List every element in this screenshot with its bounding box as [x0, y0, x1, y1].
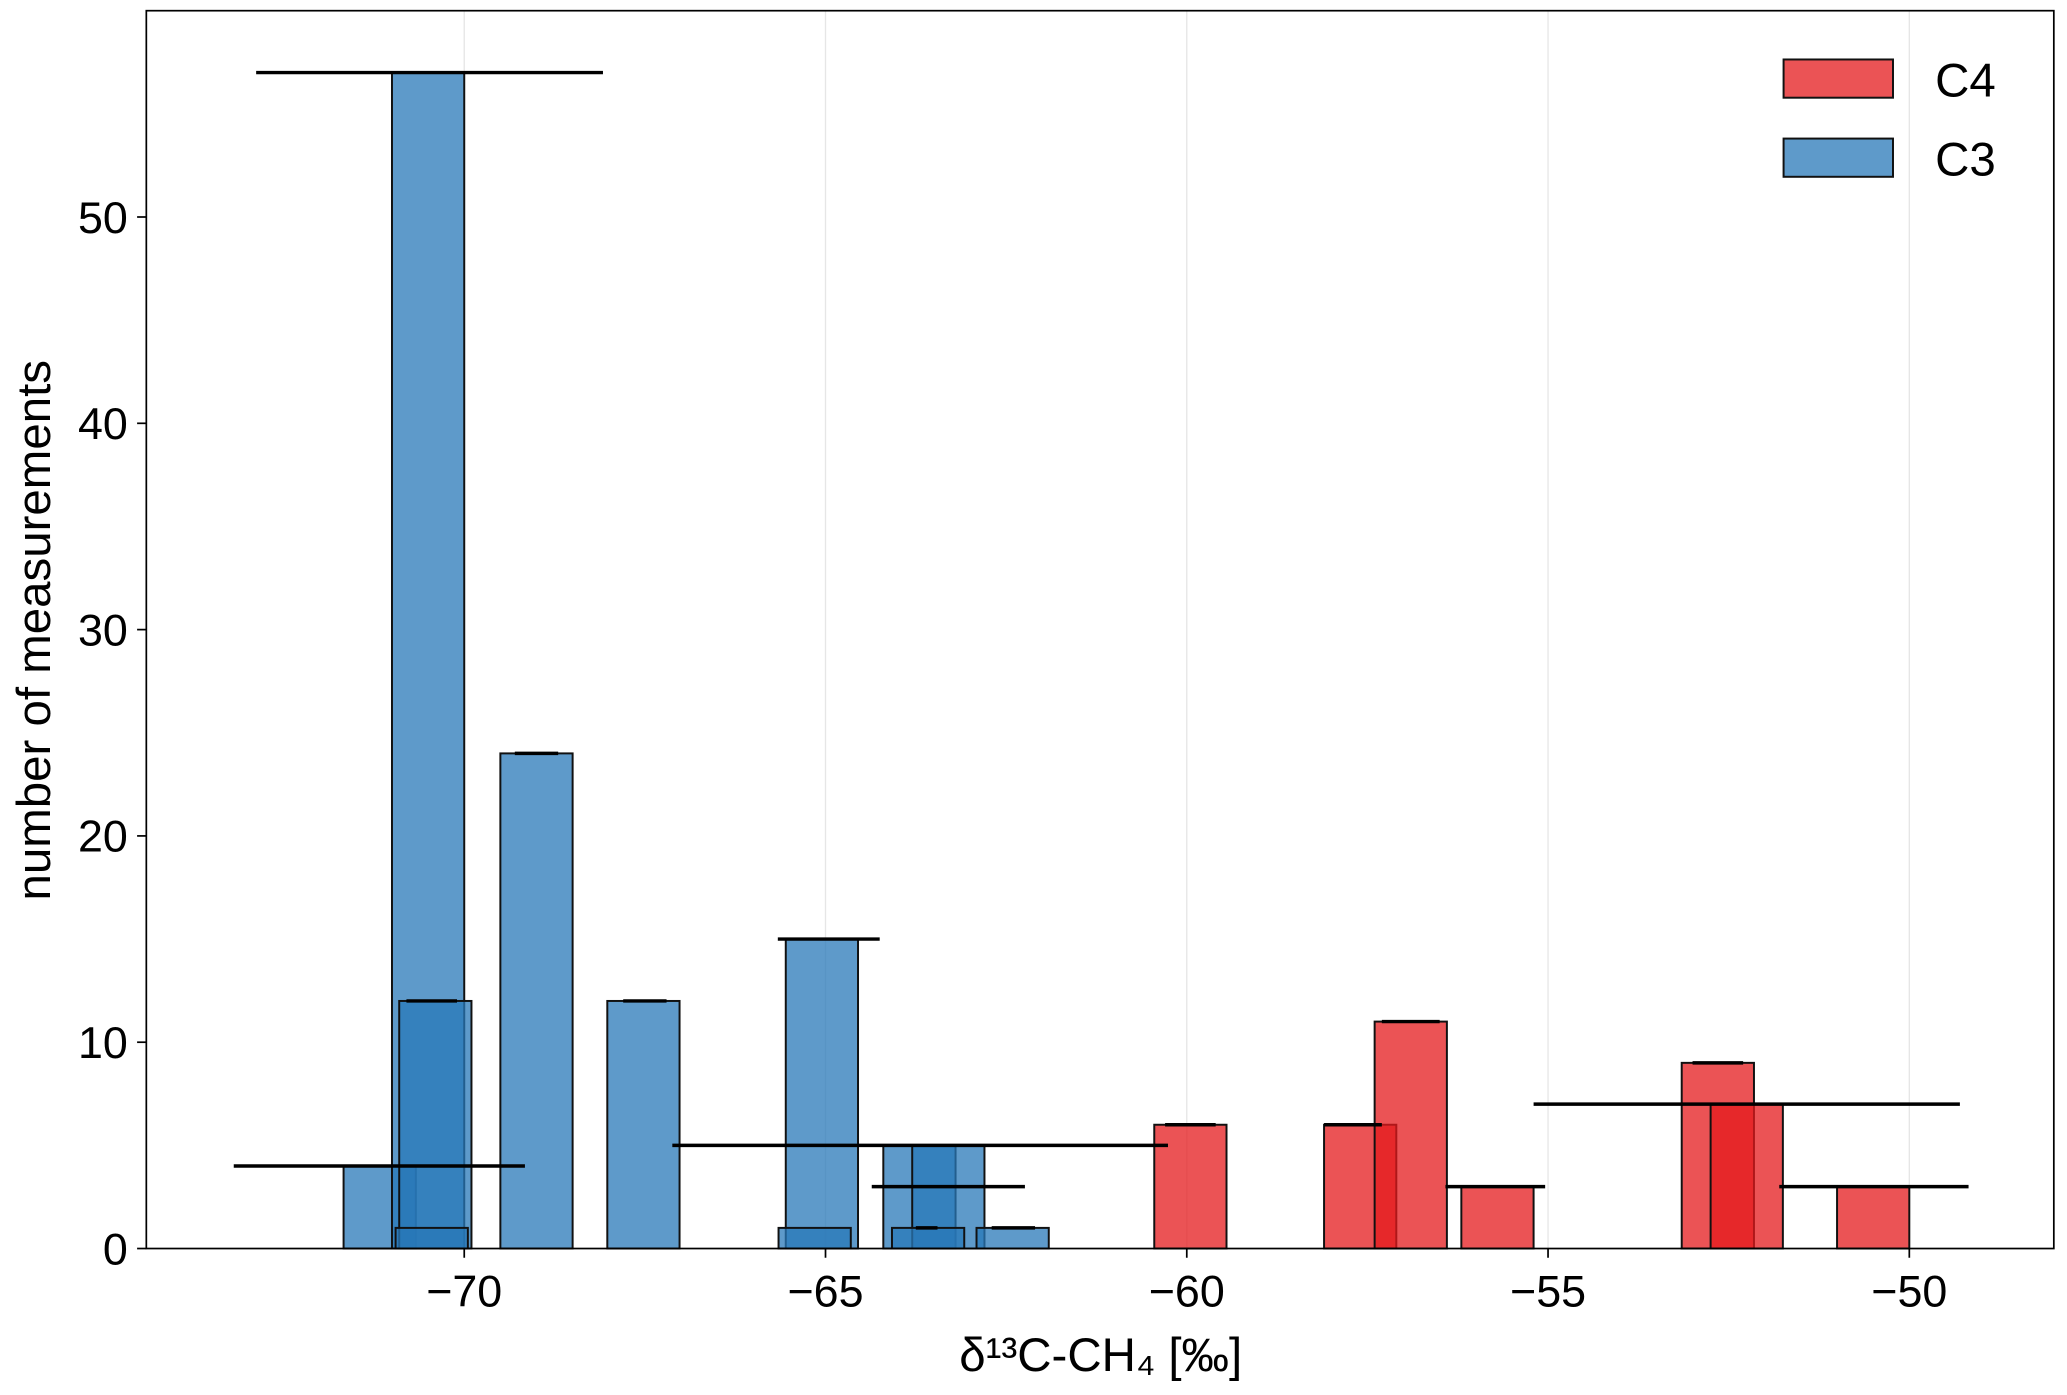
x-axis-ticks: −70 −65 −60 −55 −50: [426, 1248, 1947, 1317]
y-axis-label: number of measurements: [8, 360, 61, 901]
bar-c3: [777, 1226, 852, 1250]
y-axis-ticks: 0 10 20 30 40 50: [78, 193, 147, 1274]
legend-label-c4: C4: [1935, 54, 1996, 107]
bar-c3: [784, 938, 860, 1250]
bar-c4: [1460, 1185, 1535, 1250]
bar-c4: [1836, 1185, 1911, 1250]
error-bars: [233, 70, 1969, 1230]
y-tick-label: 10: [78, 1018, 128, 1068]
x-tick-label: −50: [1871, 1267, 1947, 1317]
bar-c3: [975, 1226, 1050, 1250]
y-tick-label: 50: [78, 193, 128, 243]
x-tick-label: −65: [787, 1267, 863, 1317]
bar-c3: [398, 999, 473, 1250]
y-tick-label: 40: [78, 399, 128, 449]
legend-label-c3: C3: [1935, 133, 1996, 186]
x-tick-label: −70: [426, 1267, 502, 1317]
bar-c4: [1373, 1020, 1448, 1250]
legend-swatch-c3: [1782, 137, 1894, 178]
x-tick-label: −55: [1510, 1267, 1586, 1317]
x-axis-label: δ¹³C-CH₄ [‰]: [959, 1329, 1242, 1382]
legend-swatch-c4: [1782, 58, 1894, 99]
bar-c3: [606, 999, 681, 1250]
bar-c3: [890, 1226, 966, 1250]
bar-c4: [1709, 1103, 1784, 1250]
bar-c3: [394, 1226, 469, 1250]
x-tick-label: −60: [1149, 1267, 1225, 1317]
bar-c4: [1153, 1123, 1228, 1250]
y-tick-label: 30: [78, 605, 128, 655]
y-tick-label: 20: [78, 812, 128, 862]
y-tick-label: 0: [103, 1224, 128, 1274]
bars: [342, 71, 1911, 1250]
bar-c3: [499, 752, 574, 1250]
